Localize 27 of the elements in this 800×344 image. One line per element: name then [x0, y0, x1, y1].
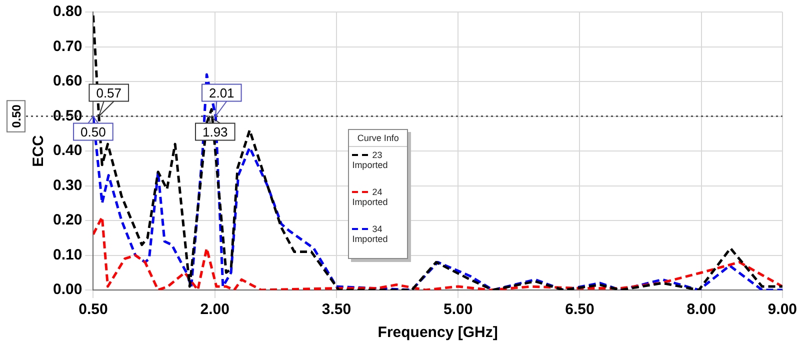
y-axis-title: ECC: [30, 135, 48, 167]
legend-label: 34 Imported: [351, 222, 389, 246]
annotation: 1.93: [202, 124, 228, 140]
annotation: 2.01: [208, 85, 234, 100]
annotation: 0.57: [96, 85, 122, 100]
legend-label: 24 Imported: [351, 186, 389, 209]
y-tick-label: 0.70: [52, 38, 82, 55]
y-tick-label: 0.60: [52, 72, 82, 90]
y-tick-label: 0.20: [52, 212, 82, 229]
y-tick-label: 0.30: [52, 176, 82, 194]
x-tick-label: 0.50: [78, 301, 108, 318]
x-tick-label: 8.00: [686, 301, 716, 318]
y-tick-label: 0.40: [52, 142, 82, 160]
legend-title: Curve Info: [349, 130, 408, 147]
y-tick-label: 0.00: [52, 281, 82, 298]
y-tick-label: 0.80: [52, 3, 82, 20]
x-axis-title: Frequency [GHz]: [378, 324, 498, 342]
x-tick-label: 6.50: [565, 301, 594, 318]
x-tick-label: 5.00: [443, 301, 473, 318]
y-tick-label: 0.50: [52, 107, 82, 124]
x-tick-label: 2.00: [200, 301, 230, 318]
x-tick-label: 9.00: [768, 301, 798, 318]
ref-line-label: 0.50: [9, 104, 24, 128]
y-tick-label: 0.10: [52, 246, 82, 264]
legend-label: 23 Imported: [351, 148, 389, 172]
annotation: 0.50: [80, 124, 106, 140]
x-tick-label: 3.50: [322, 301, 352, 318]
